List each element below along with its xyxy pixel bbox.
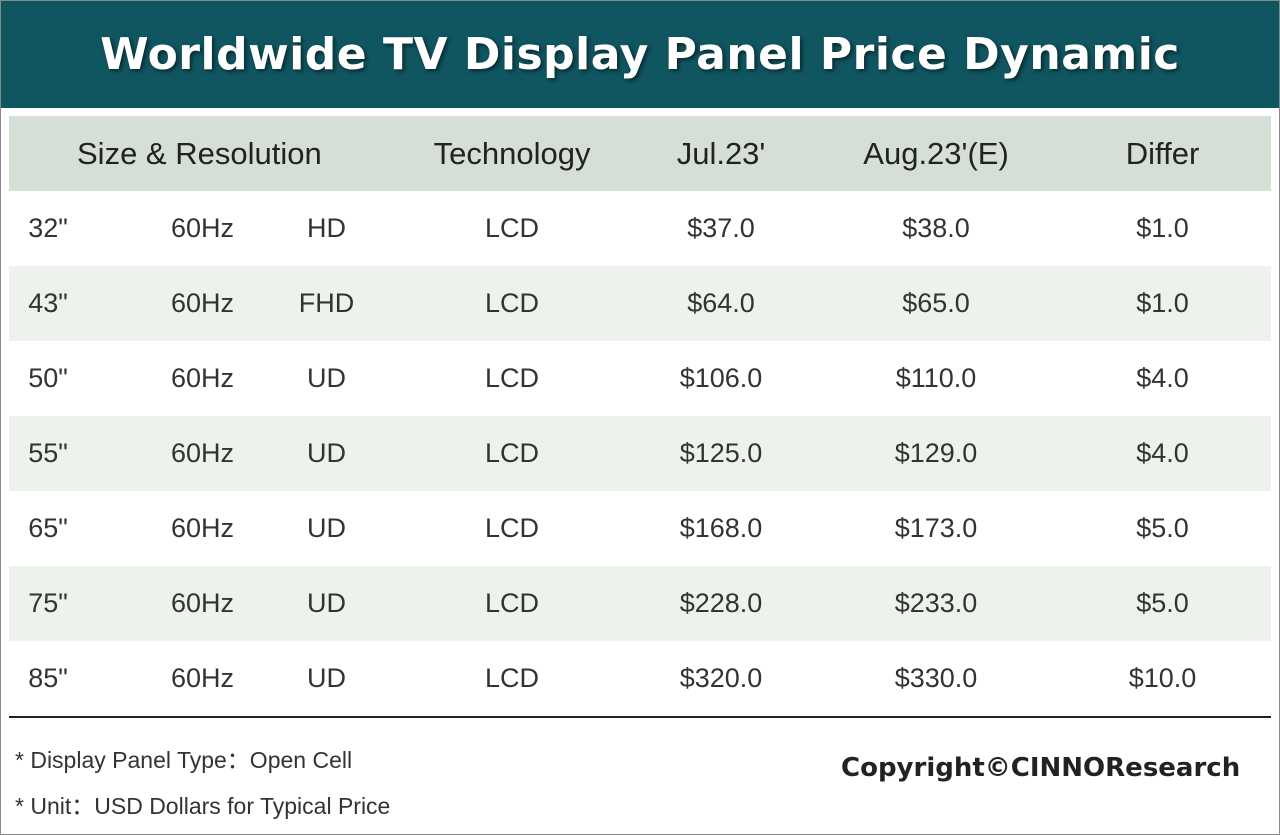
cell-technology: LCD [485, 588, 540, 618]
table-row: 65" 60Hz UD LCD $168.0 $173.0 $5.0 [9, 491, 1272, 566]
price-table: Size & Resolution Technology Jul.23' Aug… [9, 116, 1272, 718]
cell-jul-price: $168.0 [679, 513, 763, 543]
cell-aug-price: $65.0 [902, 288, 970, 318]
title-bar: Worldwide TV Display Panel Price Dynamic [1, 1, 1279, 108]
header-technology: Technology [433, 135, 591, 171]
cell-refresh: 60Hz [170, 513, 235, 543]
table-row: 43" 60Hz FHD LCD $64.0 $65.0 $1.0 [9, 266, 1272, 341]
table-header-row: Size & Resolution Technology Jul.23' Aug… [9, 116, 1272, 191]
table-row: 55" 60Hz UD LCD $125.0 $129.0 $4.0 [9, 416, 1272, 491]
note-panel-type: * Display Panel Type：Open Cell [15, 747, 353, 773]
cell-differ: $1.0 [1136, 213, 1189, 243]
chart-title: Worldwide TV Display Panel Price Dynamic [100, 29, 1180, 80]
cell-jul-price: $228.0 [679, 588, 763, 618]
cell-resolution: UD [307, 438, 347, 468]
cell-differ: $4.0 [1136, 363, 1189, 393]
cell-jul-price: $37.0 [687, 213, 755, 243]
cell-size: 32" [28, 213, 68, 243]
cell-refresh: 60Hz [170, 588, 235, 618]
cell-aug-price: $38.0 [902, 213, 970, 243]
table-row: 75" 60Hz UD LCD $228.0 $233.0 $5.0 [9, 566, 1272, 641]
cell-resolution: UD [307, 588, 347, 618]
cell-jul-price: $320.0 [624, 641, 819, 718]
cell-refresh: 60Hz [170, 438, 235, 468]
cell-aug-price: $173.0 [894, 513, 978, 543]
header-aug: Aug.23'(E) [863, 135, 1009, 171]
cell-differ: $4.0 [1136, 438, 1189, 468]
table-row: 50" 60Hz UD LCD $106.0 $110.0 $4.0 [9, 341, 1272, 416]
cell-technology: LCD [485, 438, 540, 468]
cell-size: 43" [28, 288, 68, 318]
table-row: 85" 60Hz UD LCD $320.0 $330.0 $10.0 [9, 641, 1272, 718]
cell-technology: LCD [485, 513, 540, 543]
cell-differ: $1.0 [1136, 288, 1189, 318]
cell-resolution: FHD [298, 288, 355, 318]
cell-size: 50" [28, 363, 68, 393]
table-body: 32" 60Hz HD LCD $37.0 $38.0 $1.0 43" 60Hz FHD LCD $… [9, 191, 1272, 718]
copyright-text: Copyright©CINNOResearch [841, 753, 1241, 783]
cell-differ: $5.0 [1136, 513, 1189, 543]
cell-aug-price: $233.0 [894, 588, 978, 618]
cell-differ: $5.0 [1136, 588, 1189, 618]
header-jul: Jul.23' [676, 135, 766, 171]
cell-resolution: UD [307, 363, 347, 393]
cell-refresh: 60Hz [170, 363, 235, 393]
note-unit: * Unit：USD Dollars for Typical Price [15, 793, 391, 819]
cell-jul-price: $125.0 [679, 438, 763, 468]
cell-refresh: 60Hz [132, 641, 253, 718]
cell-size: 55" [28, 438, 68, 468]
footnotes: * Display Panel Type：Open Cell * Unit：US… [15, 741, 390, 833]
cell-aug-price: $110.0 [895, 363, 977, 393]
cell-technology: LCD [400, 641, 625, 718]
cell-differ: $10.0 [1054, 641, 1272, 718]
header-differ: Differ [1125, 135, 1200, 171]
cell-size: 65" [28, 513, 68, 543]
cell-jul-price: $64.0 [687, 288, 755, 318]
table-row: 32" 60Hz HD LCD $37.0 $38.0 $1.0 [9, 191, 1272, 266]
cell-technology: LCD [485, 213, 540, 243]
cell-refresh: 60Hz [170, 213, 235, 243]
cell-resolution: UD [307, 513, 347, 543]
cell-size: 85" [9, 641, 132, 718]
cell-resolution: UD [253, 641, 401, 718]
cell-size: 75" [28, 588, 68, 618]
cell-jul-price: $106.0 [679, 363, 763, 393]
header-size-resolution: Size & Resolution [77, 135, 322, 171]
cell-aug-price: $129.0 [894, 438, 978, 468]
cell-resolution: HD [307, 213, 347, 243]
cell-technology: LCD [485, 363, 540, 393]
cell-technology: LCD [485, 288, 540, 318]
cell-refresh: 60Hz [170, 288, 235, 318]
cell-aug-price: $330.0 [818, 641, 1055, 718]
